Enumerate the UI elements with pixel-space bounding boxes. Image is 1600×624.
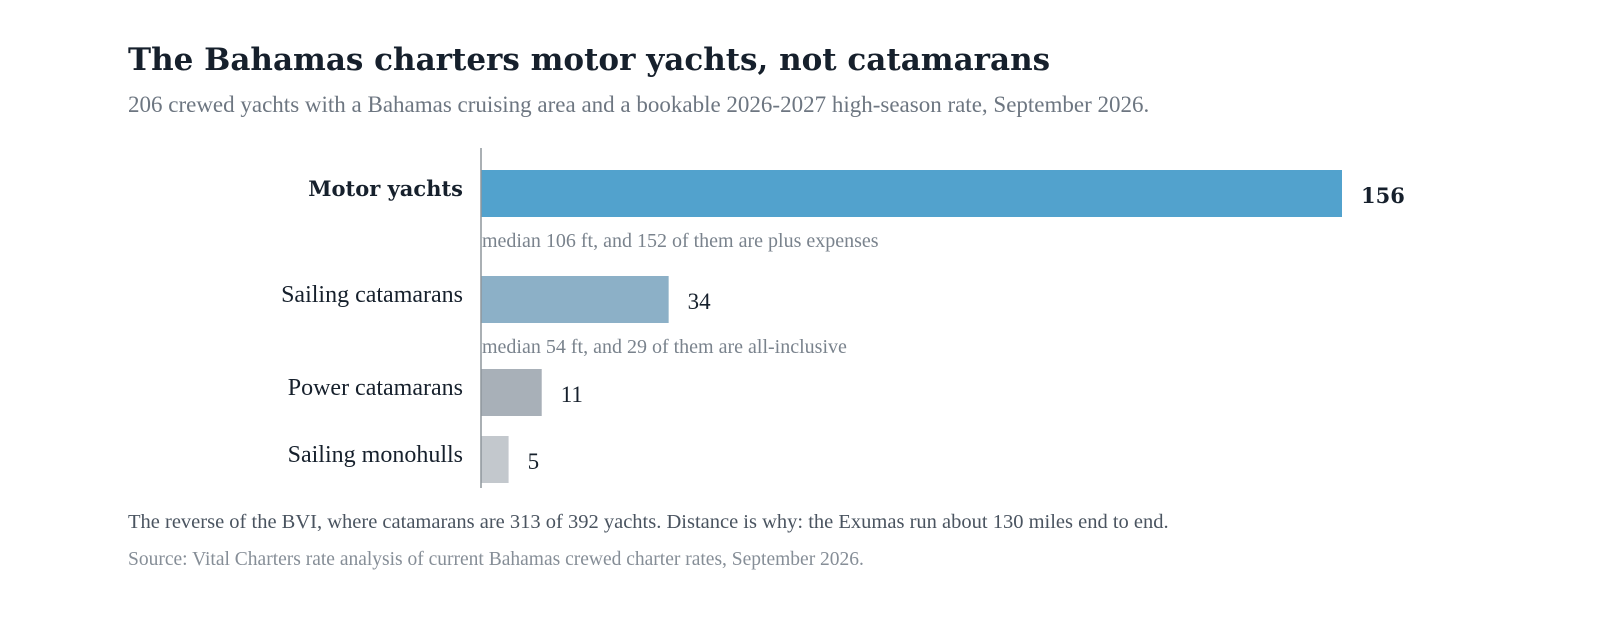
bar-sailing-catamarans	[481, 276, 669, 323]
category-label-power-catamarans: Power catamarans	[288, 375, 463, 401]
bar-motor-yachts	[481, 170, 1342, 217]
bars-layer: Motor yachts 156 median 106 ft, and 152 of…	[281, 170, 1405, 483]
value-label-sailing-catamarans: 34	[688, 289, 712, 314]
category-label-motor-yachts: Motor yachts	[308, 176, 463, 201]
value-label-motor-yachts: 156	[1361, 183, 1405, 208]
bar-chart: Motor yachts 156 median 106 ft, and 152 of…	[281, 148, 1405, 488]
chart-title: The Bahamas charters motor yachts, not c…	[128, 42, 1051, 78]
chart-source: Source: Vital Charters rate analysis of …	[128, 549, 864, 570]
value-label-power-catamarans: 11	[561, 382, 583, 407]
category-label-sailing-monohulls: Sailing monohulls	[288, 442, 463, 468]
chart-footnote: The reverse of the BVI, where catamarans…	[128, 511, 1169, 533]
bar-sailing-monohulls	[481, 436, 509, 483]
value-label-sailing-monohulls: 5	[528, 449, 540, 474]
chart-subtitle: 206 crewed yachts with a Bahamas cruisin…	[128, 92, 1150, 117]
category-label-sailing-catamarans: Sailing catamarans	[281, 282, 463, 308]
bar-power-catamarans	[481, 369, 542, 416]
annotation-motor-yachts: median 106 ft, and 152 of them are plus …	[482, 230, 879, 252]
annotation-sailing-catamarans: median 54 ft, and 29 of them are all-inc…	[482, 336, 847, 358]
